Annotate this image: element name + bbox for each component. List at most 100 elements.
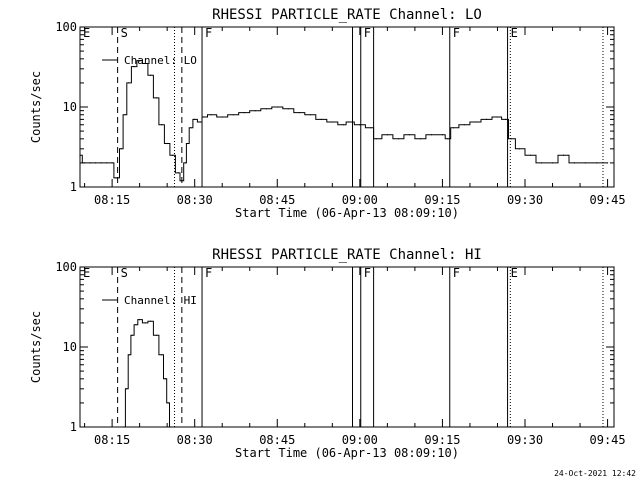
event-marker-label: F: [364, 266, 371, 280]
chart-title: RHESSI PARTICLE_RATE Channel: LO: [212, 7, 482, 23]
data-point: [210, 114, 212, 116]
data-point: [115, 177, 117, 179]
x-tick-label: 09:45: [590, 193, 626, 207]
x-tick-label: 09:45: [590, 433, 626, 447]
x-axis-label: Start Time (06-Apr-13 08:09:10): [235, 206, 459, 220]
data-point: [181, 180, 183, 182]
event-marker-label: E: [83, 266, 90, 280]
event-marker-label: F: [453, 26, 460, 40]
data-point: [79, 154, 81, 156]
event-marker-label: E: [511, 26, 518, 40]
data-point: [287, 108, 289, 110]
data-point: [551, 162, 554, 164]
legend-label: Channel: HI: [124, 294, 197, 307]
data-point: [573, 162, 576, 164]
data-point: [167, 402, 169, 404]
event-marker-label: F: [205, 266, 212, 280]
data-point: [184, 162, 187, 164]
y-tick-label: 1: [70, 420, 77, 434]
data-point: [144, 62, 146, 65]
y-tick-label: 100: [55, 20, 77, 34]
data-point: [298, 112, 300, 114]
data-point: [320, 118, 322, 120]
data-point: [155, 97, 157, 99]
data-point: [254, 110, 256, 112]
data-point: [177, 172, 179, 174]
event-marker-label: F: [453, 266, 460, 280]
data-point: [562, 154, 565, 156]
data-series-line: [124, 319, 171, 428]
data-point: [117, 177, 119, 179]
data-point: [126, 388, 128, 390]
data-point: [309, 114, 311, 116]
data-point: [276, 106, 278, 108]
data-point: [144, 322, 146, 324]
data-point: [190, 127, 192, 129]
data-point: [95, 162, 97, 164]
plot-frame: [79, 266, 615, 428]
data-point: [441, 134, 443, 136]
data-point: [194, 118, 196, 120]
data-point: [106, 162, 108, 164]
data-point: [370, 127, 372, 129]
data-point: [139, 319, 141, 321]
plot-frame: [79, 26, 615, 188]
data-point: [135, 324, 137, 326]
y-tick-label: 100: [55, 260, 77, 274]
data-point: [342, 124, 344, 126]
x-tick-label: 09:15: [424, 193, 460, 207]
data-point: [161, 354, 163, 356]
data-point: [123, 426, 125, 428]
data-point: [243, 112, 245, 114]
data-point: [111, 162, 113, 164]
data-point: [199, 121, 201, 123]
data-point: [128, 82, 130, 84]
data-point: [529, 154, 532, 156]
data-point: [430, 134, 432, 136]
data-point: [265, 108, 267, 110]
x-tick-label: 09:00: [342, 433, 378, 447]
y-axis-label: Counts/sec: [29, 311, 43, 383]
chart-panel-2: RHESSI PARTICLE_RATE Channel: HI 1 10 100 Co…: [29, 247, 626, 460]
event-marker-label: S: [121, 266, 128, 280]
data-point: [348, 121, 350, 123]
data-point: [518, 148, 521, 150]
data-point: [155, 334, 157, 336]
data-point: [408, 134, 410, 136]
data-series-line: [80, 60, 608, 182]
y-tick-label: 10: [63, 100, 77, 114]
data-point: [386, 134, 388, 136]
y-tick-label: 1: [70, 180, 77, 194]
data-point: [172, 154, 174, 156]
data-point: [84, 162, 86, 164]
x-tick-label: 09:30: [507, 433, 543, 447]
event-marker-label: F: [364, 26, 371, 40]
data-point: [128, 354, 131, 356]
data-point: [397, 138, 399, 140]
data-point: [510, 138, 512, 140]
y-tick-label: 10: [63, 340, 77, 354]
data-point: [485, 118, 488, 120]
y-axis-label: Counts/sec: [29, 71, 43, 143]
x-tick-label: 08:30: [177, 433, 213, 447]
event-marker-label: F: [205, 26, 212, 40]
x-tick-label: 08:30: [177, 193, 213, 207]
data-point: [133, 66, 135, 68]
data-point: [170, 426, 172, 428]
data-point: [496, 116, 499, 118]
event-marker-label: E: [83, 26, 90, 40]
x-tick-label: 08:15: [94, 193, 130, 207]
legend-label: Channel: LO: [124, 54, 197, 67]
data-point: [164, 378, 166, 380]
data-point: [124, 114, 126, 116]
data-point: [452, 127, 454, 129]
data-point: [596, 162, 598, 164]
data-point: [419, 138, 421, 140]
data-point: [463, 124, 465, 126]
data-point: [89, 162, 91, 164]
data-point: [150, 74, 152, 76]
data-point: [331, 121, 333, 123]
data-point: [161, 124, 163, 126]
data-point: [375, 138, 377, 140]
